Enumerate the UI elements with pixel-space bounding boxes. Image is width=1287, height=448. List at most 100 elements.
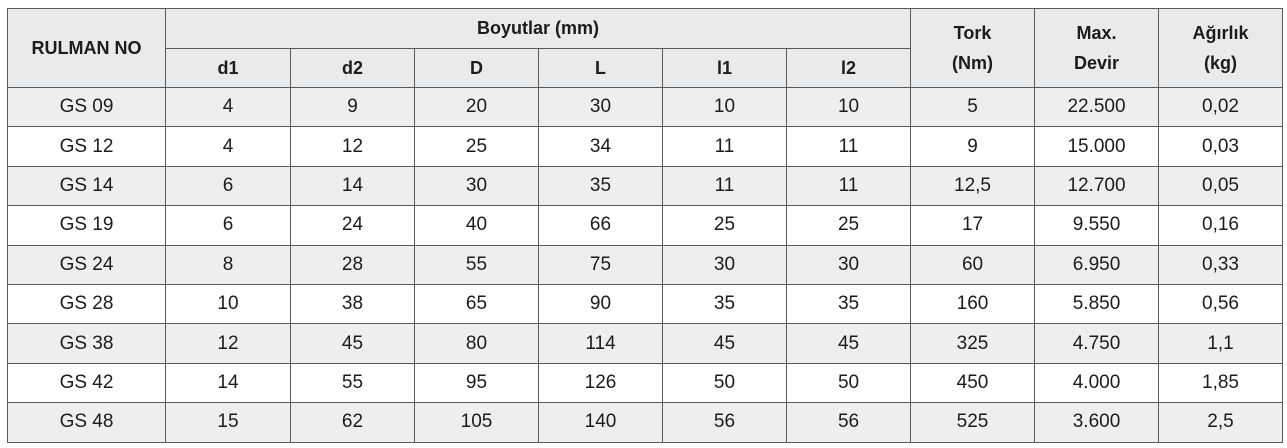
table-cell: 55: [414, 244, 539, 285]
table-cell: 6: [165, 205, 291, 246]
header-bearing-no: RULMAN NO: [7, 8, 166, 88]
table-cell: 12.700: [1034, 165, 1160, 207]
table-cell: 66: [538, 205, 663, 246]
table-cell: 4: [165, 86, 291, 128]
table-cell: 9: [290, 86, 415, 128]
table-cell: GS 24: [7, 244, 166, 285]
table-cell: 4.000: [1034, 362, 1160, 404]
table-cell: 10: [662, 86, 787, 128]
table-cell: 8: [165, 244, 291, 285]
table-cell: 35: [662, 283, 787, 325]
header-torque-line1: Tork: [953, 23, 992, 43]
table-cell: 60: [910, 244, 1036, 285]
table-cell: 50: [785, 362, 912, 404]
table-cell: GS 19: [7, 205, 166, 246]
table-cell: GS 12: [7, 126, 166, 167]
table-cell: 45: [662, 323, 787, 364]
table-cell: 20: [414, 86, 539, 128]
table-cell: 0,33: [1158, 244, 1284, 285]
table-cell: 1,85: [1158, 362, 1284, 404]
table-cell: 6.950: [1034, 244, 1160, 285]
table-cell: 11: [662, 165, 787, 207]
table-cell: 10: [785, 86, 912, 128]
table-cell: 38: [290, 283, 415, 325]
table-cell: 25: [662, 205, 787, 246]
table-cell: 40: [414, 205, 539, 246]
table-cell: GS 14: [7, 165, 166, 207]
table-cell: 1,1: [1158, 323, 1284, 364]
table-cell: 5.850: [1034, 283, 1160, 325]
header-torque-line2: (Nm): [952, 53, 994, 73]
table-cell: 11: [785, 126, 912, 167]
table-cell: 55: [290, 362, 415, 404]
table-cell: 0,56: [1158, 283, 1284, 325]
header-weight-line2: (kg): [1204, 53, 1238, 73]
table-cell: 80: [414, 323, 539, 364]
table-cell: 34: [538, 126, 663, 167]
table-cell: 45: [290, 323, 415, 364]
table-cell: 50: [662, 362, 787, 404]
table-cell: 30: [414, 165, 539, 207]
table-cell: 24: [290, 205, 415, 246]
header-max-speed: Max. Devir: [1034, 8, 1160, 88]
table-cell: 35: [538, 165, 663, 207]
table-row: GS 09 4 9 20 30 10 10 5 22.500 0,02: [7, 86, 1284, 128]
header-L: L: [538, 48, 663, 88]
bearing-spec-table: RULMAN NO Boyutlar (mm) Tork (Nm) Max. Dev…: [7, 8, 1284, 443]
table-cell: 30: [785, 244, 912, 285]
table-cell: 35: [785, 283, 912, 325]
table-cell: 0,16: [1158, 205, 1284, 246]
table-cell: 0,03: [1158, 126, 1284, 167]
table-cell: GS 09: [7, 86, 166, 128]
table-row: GS 38 12 45 80 114 45 45 325 4.750 1,1: [7, 323, 1284, 364]
table-cell: 17: [910, 205, 1036, 246]
table-cell: 126: [538, 362, 663, 404]
header-speed-line1: Max.: [1076, 23, 1117, 43]
table-cell: 0,05: [1158, 165, 1284, 207]
table-cell: 5: [910, 86, 1036, 128]
header-torque: Tork (Nm): [910, 8, 1036, 88]
table-cell: 22.500: [1034, 86, 1160, 128]
table-row: GS 28 10 38 65 90 35 35 160 5.850 0,56: [7, 283, 1284, 325]
table-cell: 11: [785, 165, 912, 207]
table-cell: 30: [662, 244, 787, 285]
header-speed-line2: Devir: [1074, 53, 1120, 73]
table-cell: 90: [538, 283, 663, 325]
table-cell: 9: [910, 126, 1036, 167]
table-cell: 30: [538, 86, 663, 128]
table-cell: 15.000: [1034, 126, 1160, 167]
table-cell: 28: [290, 244, 415, 285]
table-cell: GS 28: [7, 283, 166, 325]
header-weight: Ağırlık (kg): [1158, 8, 1284, 88]
header-dimensions: Boyutlar (mm): [164, 8, 912, 49]
table-cell: 62: [290, 402, 415, 443]
table-cell: 12: [165, 323, 291, 364]
table-row: GS 19 6 24 40 66 25 25 17 9.550 0,16: [7, 205, 1284, 246]
table-cell: 10: [165, 283, 291, 325]
table-cell: 525: [910, 402, 1036, 443]
header-l2: l2: [785, 48, 912, 88]
table-row: GS 48 15 62 105 140 56 56 525 3.600 2,5: [7, 402, 1284, 443]
table-cell: 9.550: [1034, 205, 1160, 246]
table-cell: 160: [910, 283, 1036, 325]
table-cell: 12,5: [910, 165, 1036, 207]
table-cell: 2,5: [1158, 402, 1284, 443]
table-cell: 4.750: [1034, 323, 1160, 364]
header-d2: d2: [290, 48, 415, 88]
table-cell: 25: [414, 126, 539, 167]
table-cell: 75: [538, 244, 663, 285]
table-cell: 4: [165, 126, 291, 167]
table-cell: 140: [538, 402, 663, 443]
table-cell: 45: [785, 323, 912, 364]
table-cell: 15: [165, 402, 291, 443]
table-cell: 325: [910, 323, 1036, 364]
table-cell: 56: [785, 402, 912, 443]
table-cell: 0,02: [1158, 86, 1284, 128]
table-cell: 56: [662, 402, 787, 443]
table-cell: GS 48: [7, 402, 166, 443]
header-D: D: [414, 48, 539, 88]
table-cell: 95: [414, 362, 539, 404]
table-cell: GS 38: [7, 323, 166, 364]
header-weight-line1: Ağırlık: [1192, 23, 1249, 43]
table-cell: 12: [290, 126, 415, 167]
